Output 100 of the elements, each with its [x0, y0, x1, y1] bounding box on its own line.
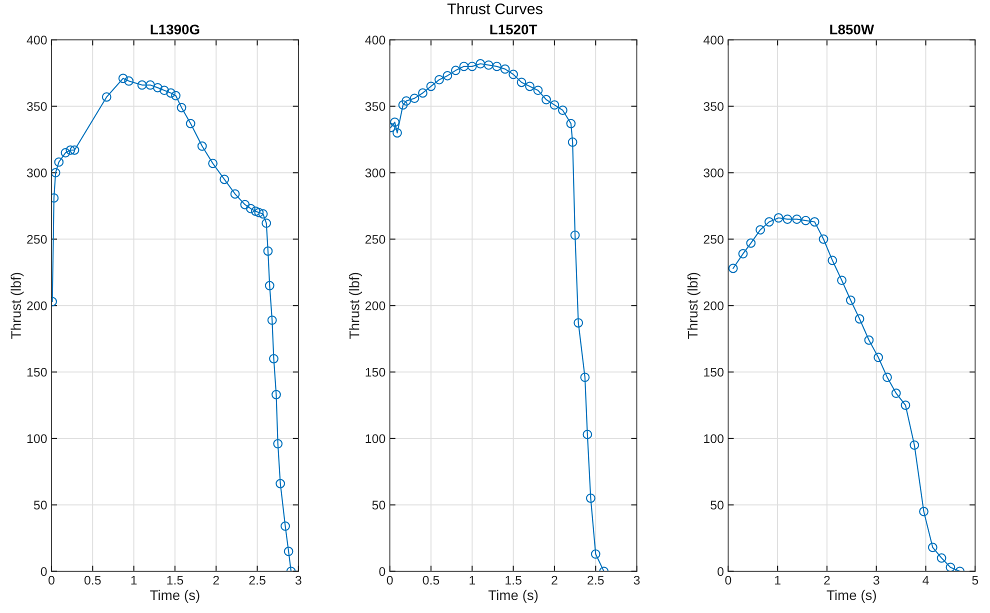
point	[782, 214, 792, 224]
x-tick-label: 2.5	[588, 576, 604, 585]
y-tick-label: 0	[40, 567, 47, 576]
point	[208, 158, 218, 168]
point	[258, 209, 268, 219]
point	[197, 141, 207, 151]
y-tick-label: 350	[704, 102, 724, 111]
point	[392, 128, 402, 138]
point	[284, 546, 294, 556]
x-tick-label: 1	[131, 576, 137, 585]
y-tick-label: 400	[703, 36, 724, 44]
point	[891, 388, 901, 398]
point	[70, 145, 80, 155]
x-tick-label: 0.5	[422, 576, 440, 585]
x-tick-label: 0.5	[84, 576, 101, 585]
chart-title: L850W	[830, 24, 874, 34]
point	[818, 234, 828, 244]
point	[171, 90, 181, 100]
point	[230, 189, 240, 199]
y-tick-label: 100	[704, 434, 724, 444]
point	[846, 296, 856, 305]
point	[508, 70, 518, 80]
point	[568, 137, 578, 147]
x-tick-label: 1.5	[506, 576, 522, 585]
point	[533, 86, 543, 96]
point	[837, 276, 847, 286]
point	[746, 238, 756, 248]
y-tick-label: 150	[27, 368, 47, 377]
point	[566, 118, 576, 128]
y-tick-label: 300	[704, 168, 724, 178]
point	[459, 62, 469, 72]
point	[272, 390, 281, 400]
point	[919, 506, 928, 516]
y-axis-title: Thrust (lbf)	[687, 272, 700, 339]
point	[854, 314, 864, 324]
x-tick-label: 4	[922, 576, 929, 585]
point	[467, 62, 477, 72]
x-axis-title: Time (s)	[826, 590, 876, 603]
y-axis-title: Thrust (lbf)	[349, 272, 362, 339]
y-tick-label: 400	[365, 36, 386, 44]
point	[160, 86, 169, 96]
point	[801, 216, 810, 226]
point	[792, 214, 802, 224]
point	[280, 521, 290, 531]
point	[928, 542, 938, 552]
y-tick-label: 350	[26, 102, 47, 111]
point	[450, 66, 460, 76]
y-tick-label: 100	[366, 434, 386, 444]
point	[102, 92, 112, 102]
text: Thrust Curves	[447, 3, 542, 14]
x-tick-label: 0	[725, 576, 732, 585]
point	[550, 100, 560, 110]
point	[936, 553, 946, 563]
point	[51, 168, 60, 178]
point	[774, 213, 784, 223]
point	[54, 157, 64, 167]
x-tick-label: 2	[213, 576, 219, 585]
point	[418, 88, 428, 98]
point	[590, 549, 600, 559]
point	[137, 80, 147, 90]
point	[484, 60, 494, 70]
point	[580, 372, 590, 382]
y-tick-label: 50	[710, 500, 724, 510]
point	[152, 82, 162, 92]
point	[263, 246, 273, 256]
point	[254, 208, 264, 218]
x-tick-label: 1	[470, 576, 476, 585]
y-tick-label: 250	[27, 234, 47, 244]
x-tick-label: 2	[824, 576, 830, 585]
y-tick-label: 200	[365, 301, 386, 310]
point	[176, 102, 186, 112]
point	[146, 80, 155, 90]
x-tick-label: 0	[48, 576, 54, 585]
chart-title: L1520T	[490, 24, 538, 34]
y-tick-label: 300	[365, 168, 386, 178]
point	[240, 200, 250, 210]
x-tick-label: 3	[634, 576, 640, 585]
x-axis-title: Time (s)	[150, 590, 200, 603]
x-tick-label: 3	[295, 576, 302, 585]
point	[874, 352, 884, 362]
x-tick-label: 2.5	[249, 576, 266, 585]
point	[900, 400, 910, 410]
point	[262, 218, 272, 228]
y-tick-label: 250	[704, 234, 724, 244]
point	[269, 354, 278, 364]
point	[118, 74, 128, 84]
y-tick-label: 50	[372, 500, 386, 510]
y-tick-label: 300	[26, 168, 47, 178]
point	[476, 59, 486, 68]
x-tick-label: 0	[386, 576, 393, 585]
point	[882, 372, 892, 382]
point	[756, 225, 766, 235]
point	[558, 106, 568, 115]
x-tick-label: 1.5	[167, 576, 184, 585]
point	[582, 430, 592, 440]
point	[492, 62, 502, 72]
y-tick-label: 350	[365, 102, 386, 111]
y-tick-label: 100	[27, 434, 47, 444]
point	[246, 204, 256, 214]
chart-title: L1390G	[150, 24, 200, 34]
